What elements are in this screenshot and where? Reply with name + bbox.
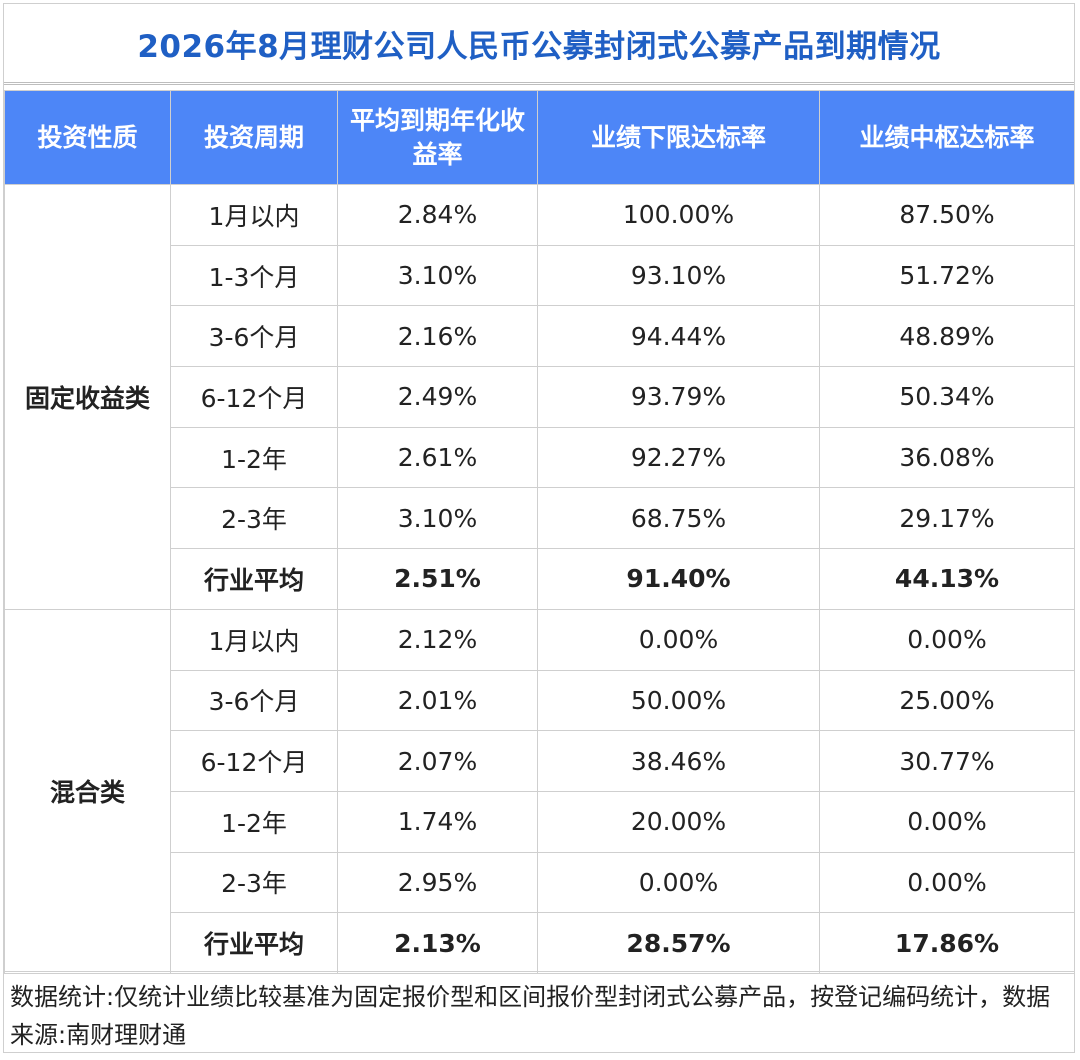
period-cell: 1月以内 <box>170 608 338 671</box>
yield-cell: 2.51% <box>337 548 538 610</box>
lower-rate-cell: 68.75% <box>537 487 820 550</box>
lower-rate-cell: 28.57% <box>537 912 820 974</box>
yield-cell: 2.13% <box>337 912 538 974</box>
mid-rate-cell: 50.34% <box>819 366 1075 428</box>
header-investment-type: 投资性质 <box>4 90 171 185</box>
lower-rate-cell: 38.46% <box>537 730 820 792</box>
mid-rate-cell: 44.13% <box>819 548 1075 610</box>
yield-cell: 1.74% <box>337 790 538 853</box>
data-table: 投资性质 投资周期 平均到期年化收益率 业绩下限达标率 业绩中枢达标率 固定收益… <box>4 90 1075 974</box>
lower-rate-cell: 93.79% <box>537 366 820 428</box>
footnote: 数据统计:仅统计业绩比较基准为固定报价型和区间报价型封闭式公募产品，按登记编码统… <box>4 971 1074 1060</box>
period-cell: 3-6个月 <box>170 305 338 368</box>
page-title: 2026年8月理财公司人民币公募封闭式公募产品到期情况 <box>4 4 1074 85</box>
mid-rate-cell: 17.86% <box>819 912 1075 974</box>
mid-rate-cell: 51.72% <box>819 244 1075 307</box>
period-cell: 3-6个月 <box>170 669 338 732</box>
table-row: 2-3年 2.95% 0.00% 0.00% <box>5 851 1075 914</box>
lower-rate-cell: 0.00% <box>537 851 820 914</box>
table-row: 1-2年 2.61% 92.27% 36.08% <box>5 426 1075 489</box>
period-cell: 1-2年 <box>170 790 338 853</box>
lower-rate-cell: 100.00% <box>537 184 820 246</box>
yield-cell: 2.84% <box>337 184 538 246</box>
period-cell: 6-12个月 <box>170 730 338 792</box>
header-avg-annual-yield: 平均到期年化收益率 <box>337 90 538 185</box>
table-row: 6-12个月 2.49% 93.79% 50.34% <box>5 366 1075 428</box>
lower-rate-cell: 93.10% <box>537 244 820 307</box>
mid-rate-cell: 48.89% <box>819 305 1075 368</box>
yield-cell: 2.12% <box>337 608 538 671</box>
lower-rate-cell: 94.44% <box>537 305 820 368</box>
header-lower-bound-rate: 业绩下限达标率 <box>537 90 820 185</box>
lower-rate-cell: 0.00% <box>537 608 820 671</box>
table-row: 固定收益类 1月以内 2.84% 100.00% 87.50% <box>4 184 1075 610</box>
average-row: 行业平均 2.51% 91.40% 44.13% <box>5 548 1075 610</box>
lower-rate-cell: 20.00% <box>537 790 820 853</box>
mid-rate-cell: 87.50% <box>819 184 1075 246</box>
lower-rate-cell: 91.40% <box>537 548 820 610</box>
lower-rate-cell: 92.27% <box>537 426 820 489</box>
header-investment-period: 投资周期 <box>170 90 338 185</box>
mid-rate-cell: 0.00% <box>819 608 1075 671</box>
mid-rate-cell: 30.77% <box>819 730 1075 792</box>
category-cell: 混合类 <box>4 608 171 974</box>
period-cell: 6-12个月 <box>170 366 338 428</box>
yield-cell: 2.07% <box>337 730 538 792</box>
period-cell: 1月以内 <box>170 184 338 246</box>
yield-cell: 3.10% <box>337 244 538 307</box>
period-cell: 2-3年 <box>170 851 338 914</box>
mid-rate-cell: 36.08% <box>819 426 1075 489</box>
table-card: 2026年8月理财公司人民币公募封闭式公募产品到期情况 投资性质 投资周期 平均… <box>3 3 1075 1053</box>
yield-cell: 2.95% <box>337 851 538 914</box>
period-cell: 1-3个月 <box>170 244 338 307</box>
header-mid-rate: 业绩中枢达标率 <box>819 90 1075 185</box>
mid-rate-cell: 25.00% <box>819 669 1075 732</box>
yield-cell: 2.49% <box>337 366 538 428</box>
lower-rate-cell: 50.00% <box>537 669 820 732</box>
average-label: 行业平均 <box>170 548 338 610</box>
average-row: 行业平均 2.13% 28.57% 17.86% <box>5 912 1075 974</box>
mid-rate-cell: 0.00% <box>819 851 1075 914</box>
category-cell: 固定收益类 <box>4 184 171 610</box>
table-row: 混合类 1月以内 2.12% 0.00% 0.00% <box>4 608 1075 974</box>
table-row: 3-6个月 2.01% 50.00% 25.00% <box>5 669 1075 732</box>
yield-cell: 3.10% <box>337 487 538 550</box>
header-row: 投资性质 投资周期 平均到期年化收益率 业绩下限达标率 业绩中枢达标率 <box>4 90 1075 185</box>
mid-rate-cell: 29.17% <box>819 487 1075 550</box>
yield-cell: 2.01% <box>337 669 538 732</box>
average-label: 行业平均 <box>170 912 338 974</box>
table-row: 2-3年 3.10% 68.75% 29.17% <box>5 487 1075 550</box>
period-cell: 1-2年 <box>170 426 338 489</box>
yield-cell: 2.16% <box>337 305 538 368</box>
yield-cell: 2.61% <box>337 426 538 489</box>
period-cell: 2-3年 <box>170 487 338 550</box>
mid-rate-cell: 0.00% <box>819 790 1075 853</box>
table-row: 1-2年 1.74% 20.00% 0.00% <box>5 790 1075 853</box>
